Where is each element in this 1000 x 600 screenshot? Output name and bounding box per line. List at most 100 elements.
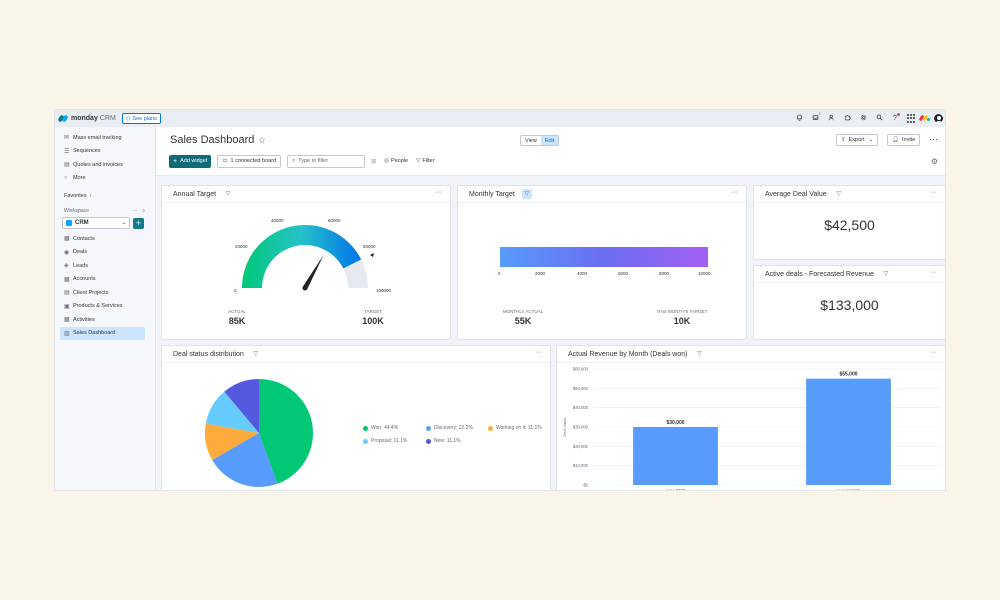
workspace-options-icon[interactable]: ··· (132, 208, 138, 214)
filter-icon[interactable]: ▽ (521, 189, 532, 199)
sidebar-item-contacts[interactable]: ▦ Contacts (55, 232, 155, 246)
help-icon[interactable]: ? (887, 113, 903, 122)
bar-june-2025[interactable] (633, 427, 718, 485)
widget-menu-icon[interactable]: ··· (535, 349, 542, 356)
widget-menu-icon[interactable]: ··· (435, 189, 442, 196)
legend-swatch (363, 425, 368, 431)
y-tick-label: $20,000 (573, 444, 589, 449)
target-label: TARGET (364, 309, 382, 314)
widget-deal-status-distribution: Deal status distribution ▽ ··· Won: 44.4… (161, 345, 551, 490)
export-button[interactable]: ⇪ Export ⌄ (836, 134, 879, 146)
inbox-icon[interactable]: 1 (807, 111, 823, 123)
workspace-dropdown[interactable]: CRM ⌄ (62, 217, 130, 229)
app-switcher-icon[interactable] (907, 114, 916, 123)
legend-swatch (426, 438, 431, 444)
inbox-count-badge: 1 (818, 111, 821, 116)
sidebar-item-quotes-invoices[interactable]: ▤ Quotes and invoices (55, 158, 155, 172)
favorites-section[interactable]: Favorites › (55, 189, 155, 203)
page-title[interactable]: Sales Dashboard (170, 134, 255, 146)
sidebar-item-client-projects[interactable]: ▤ Client Projects (55, 286, 155, 300)
sidebar-item-activities[interactable]: ▦ Activities (55, 313, 155, 327)
filter-icon[interactable]: ▽ (697, 351, 702, 357)
gauge-needle (302, 254, 324, 290)
export-label: Export (848, 137, 865, 143)
pie-slice-discovery[interactable] (212, 433, 278, 487)
sidebar-item-more[interactable]: ○ More (55, 172, 155, 186)
sidebar-item-leads[interactable]: ◈ Leads (55, 259, 155, 273)
pie-slice-proposal[interactable] (205, 391, 259, 433)
filter-icon[interactable]: ▽ (883, 271, 889, 277)
user-avatar[interactable] (933, 113, 944, 124)
view-button[interactable]: View (525, 138, 537, 144)
sidebar-item-sales-dashboard[interactable]: ▥ Sales Dashboard (60, 326, 145, 340)
sidebar-item-sequences[interactable]: ☰ Sequences (55, 145, 155, 159)
gauge-tick-100000: 100000 (376, 288, 392, 293)
dashboard-header: Sales Dashboard ☆ View Edit ⇪ Export ⌄ 👤… (156, 127, 945, 176)
filter-icon[interactable]: ▽ (253, 351, 259, 357)
y-tick-label: $0 (583, 483, 588, 488)
settings-gear-icon[interactable] (855, 114, 871, 123)
bar-data-label: $30,000 (666, 420, 684, 426)
contacts-icon: ▦ (64, 236, 70, 243)
filter-button[interactable]: ▽ Filter (416, 158, 434, 164)
widget-menu-icon[interactable]: ··· (930, 269, 937, 276)
sidebar-item-products-services[interactable]: ▣ Products & Services (55, 300, 155, 314)
more-options-icon[interactable]: ··· (929, 134, 938, 144)
invite-button[interactable]: 👤︎ Invite (887, 134, 921, 146)
add-item-button[interactable]: + (133, 217, 144, 229)
gauge-tick-0: 0 (234, 288, 237, 293)
add-widget-button[interactable]: + Add widget (169, 154, 212, 168)
monday-brand-icon[interactable] (918, 114, 930, 122)
connected-board-button[interactable]: ▭ 1 connected board (217, 154, 282, 168)
pie-slice-working-on-it[interactable] (205, 423, 259, 460)
sidebar-item-label: Activities (73, 316, 95, 323)
sidebar-item-label: More (73, 175, 86, 182)
add-widget-label: Add widget (180, 158, 208, 164)
sidebar-item-label: Mass email tracking (73, 134, 122, 141)
logo[interactable]: monday CRM (57, 114, 116, 123)
widget-menu-icon[interactable]: ··· (731, 189, 738, 196)
workspace-name: CRM (75, 220, 89, 226)
bell-icon[interactable] (791, 114, 807, 123)
sidebar-item-accounts[interactable]: ▦ Accounts (55, 273, 155, 287)
workspace-header: Workspace ··· ⌕ (55, 205, 155, 217)
edit-button[interactable]: Edit (540, 136, 559, 145)
sidebar-item-label: Leads (73, 262, 88, 269)
sidebar-item-deals[interactable]: ◉ Deals (55, 246, 155, 260)
bar-august-2025[interactable] (806, 378, 891, 485)
dashboard-settings-icon[interactable]: ⚙ (930, 157, 938, 166)
pie-slice-won[interactable] (259, 379, 313, 484)
favorites-label: Favorites (64, 193, 87, 199)
workspace-search-icon[interactable]: ⌕ (142, 208, 145, 214)
apps-puzzle-icon[interactable] (839, 114, 855, 123)
brand-name: monday (71, 115, 98, 122)
filter-icon[interactable]: ▽ (225, 191, 231, 197)
search-icon[interactable] (871, 114, 887, 123)
widget-menu-icon[interactable]: ··· (930, 349, 937, 356)
sidebar-item-mass-email-tracking[interactable]: ✉ Mass email tracking (55, 131, 155, 145)
filter-label: Filter (422, 158, 435, 164)
sidebar-item-label: Deals (73, 249, 88, 256)
pie-slice-new[interactable] (224, 379, 259, 433)
sidebar-item-label: Contacts (73, 235, 95, 242)
bar-tick-10000: 10000 (698, 271, 711, 276)
clear-filter-icon[interactable]: ⊠ (371, 158, 377, 165)
y-axis-label: Deal Value (562, 417, 567, 437)
star-icon[interactable]: ☆ (258, 135, 267, 145)
people-filter-button[interactable]: ◎ People (384, 158, 408, 164)
monthly-actual-value: 55K (514, 316, 532, 326)
widget-annual-target: Annual Target ▽ ··· 0 20000 (161, 185, 451, 340)
widget-menu-icon[interactable]: ··· (930, 189, 937, 196)
email-icon: ✉ (64, 135, 70, 142)
chevron-right-icon: › (89, 193, 92, 199)
filter-input[interactable]: ⌕ Type to filter (287, 154, 366, 168)
widget-title: Active deals - Forecasted Revenue (765, 270, 874, 278)
document-icon: ▤ (64, 162, 70, 169)
see-plans-label: See plans (132, 115, 157, 122)
invite-members-icon[interactable] (823, 114, 839, 123)
see-plans-button[interactable]: ◇ See plans (121, 113, 161, 124)
bar-tick-0: 0 (498, 271, 501, 276)
bar-tick-8000: 8000 (659, 271, 670, 276)
filter-icon[interactable]: ▽ (836, 191, 841, 197)
board-icon: ▭ (222, 158, 228, 164)
